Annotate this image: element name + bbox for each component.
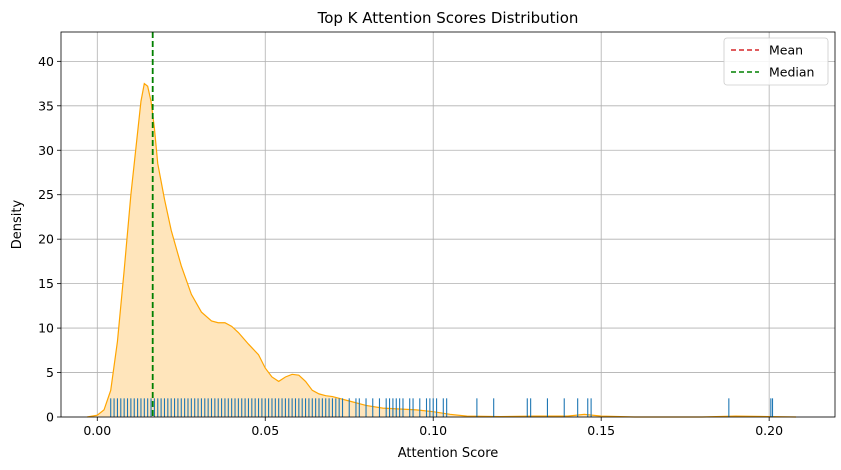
x-tick-label: 0.15 [587, 423, 615, 438]
chart-title: Top K Attention Scores Distribution [317, 9, 579, 27]
plot-frame [60, 31, 836, 418]
x-tick-label: 0.10 [419, 423, 447, 438]
y-tick-label: 10 [38, 321, 54, 336]
kde-fill-area [87, 83, 797, 417]
kde-line [87, 82, 797, 418]
y-tick-label: 35 [38, 98, 54, 113]
axis-ticks: 0.00 0.05 0.10 0.15 0.20 0 5 10 15 20 25 30 35 40 [38, 54, 783, 438]
y-tick-label: 30 [38, 143, 54, 158]
y-tick-label: 20 [38, 232, 54, 247]
rug-layer [110, 398, 774, 417]
kde-layer [87, 82, 797, 418]
x-axis-label: Attention Score [398, 446, 499, 461]
y-tick-label: 5 [46, 365, 54, 380]
legend: Mean Median [723, 37, 829, 86]
y-tick-label: 0 [46, 410, 54, 425]
x-tick-label: 0.05 [251, 423, 279, 438]
y-tick-label: 25 [38, 187, 54, 202]
y-tick-label: 15 [38, 276, 54, 291]
x-tick-label: 0.20 [755, 423, 783, 438]
legend-label-median: Median [769, 65, 814, 80]
y-tick-label: 40 [38, 54, 54, 69]
legend-label-mean: Mean [769, 43, 803, 58]
y-axis-label: Density [10, 199, 25, 249]
x-tick-label: 0.00 [83, 423, 111, 438]
